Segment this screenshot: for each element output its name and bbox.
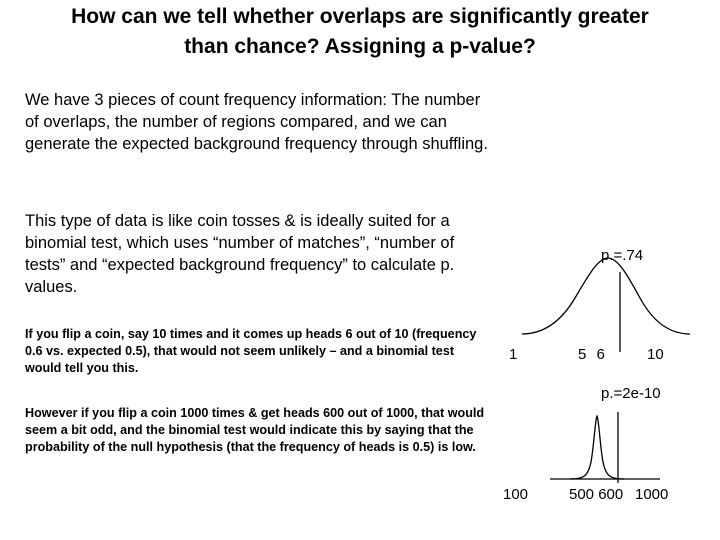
tick-label-5-6: 5 6 <box>578 346 605 363</box>
paragraph-count-info: We have 3 pieces of count frequency info… <box>25 91 488 153</box>
paragraph-1000-flips-example: However if you flip a coin 1000 times & … <box>25 406 485 454</box>
tick-label-10: 10 <box>647 346 664 363</box>
pvalue-label-10-flips: p.=.74 <box>601 247 644 264</box>
tick-label-500-600: 500 600 <box>569 486 624 503</box>
slide-title: How can we tell whether overlaps are sig… <box>71 5 649 58</box>
pvalue-label-1000-flips: p.=2e-10 <box>601 385 661 402</box>
paragraph-10-flips-example: If you flip a coin, say 10 times and it … <box>25 327 477 375</box>
paragraph-binomial-test: This type of data is like coin tosses & … <box>25 212 455 296</box>
binomial-curve-1000 <box>569 414 625 480</box>
tick-label-1000: 1000 <box>635 486 669 503</box>
binomial-curve-10 <box>521 257 691 335</box>
tick-label-100: 100 <box>503 486 529 503</box>
tick-label-1: 1 <box>509 346 518 363</box>
